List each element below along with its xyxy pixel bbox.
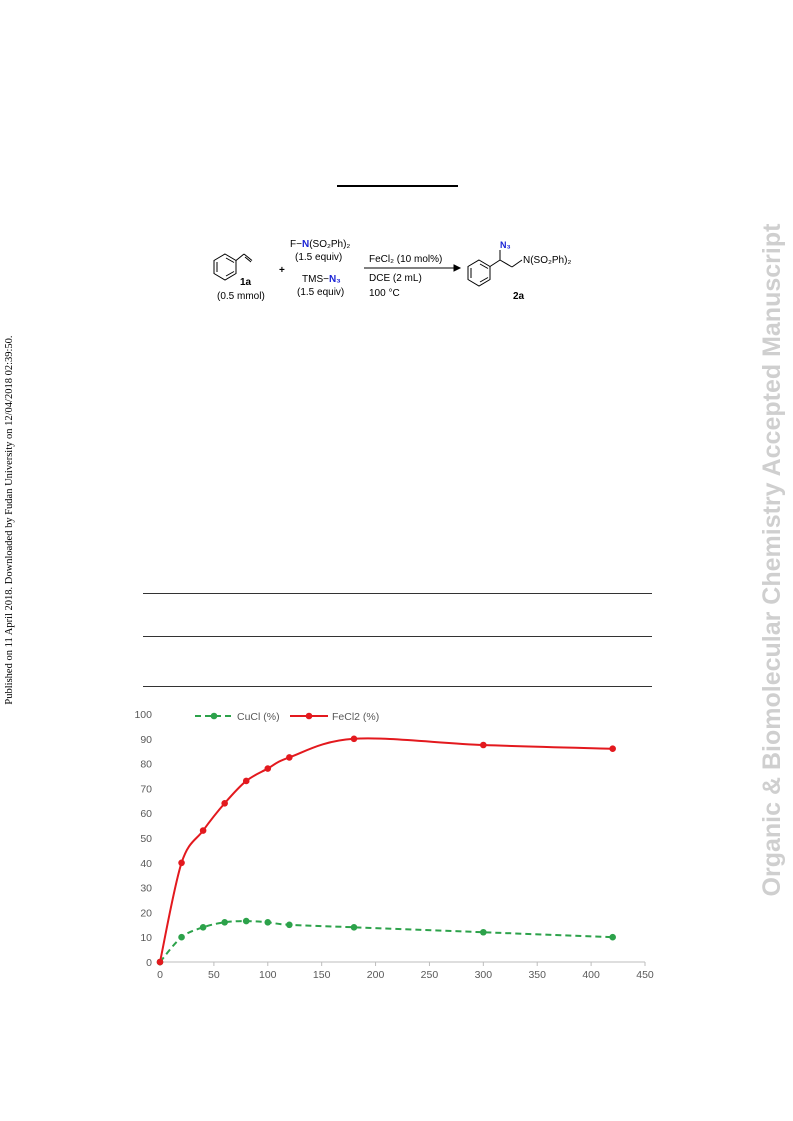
data-point bbox=[242, 917, 250, 925]
y-tick-label: 100 bbox=[134, 709, 152, 721]
y-tick-label: 40 bbox=[140, 858, 152, 870]
substrate-label: 1a bbox=[240, 277, 252, 288]
data-point bbox=[264, 765, 272, 772]
x-tick-label: 0 bbox=[157, 969, 163, 981]
reagent1-formula: F−N(SO₂Ph)₂ bbox=[290, 239, 351, 250]
x-tick-label: 450 bbox=[636, 969, 654, 981]
product-label: 2a bbox=[513, 291, 525, 302]
yield-time-chart: 0 50 100 150 200 250 300 350 400 450 0 10 20 30 40 50 60… bbox=[130, 700, 660, 990]
reagent1-equiv: (1.5 equiv) bbox=[295, 252, 343, 263]
table-rule-middle bbox=[143, 636, 652, 637]
publication-note: Published on 11 April 2018. Downloaded b… bbox=[4, 320, 16, 720]
x-tick-label: 350 bbox=[528, 969, 546, 981]
legend-label: CuCl (%) bbox=[237, 711, 280, 723]
reaction-arrow bbox=[364, 264, 462, 272]
catalyst-label: FeCl₂ (10 mol%) bbox=[369, 254, 443, 265]
solvent-label: DCE (2 mL) bbox=[369, 273, 422, 284]
y-tick-label: 20 bbox=[140, 907, 152, 919]
x-tick-label: 250 bbox=[421, 969, 439, 981]
y-tick-label: 60 bbox=[140, 808, 152, 820]
publication-note-text: Published on 11 April 2018. Downloaded b… bbox=[4, 335, 15, 705]
y-tick-label: 30 bbox=[140, 883, 152, 895]
data-point bbox=[350, 735, 358, 743]
x-tick-label: 50 bbox=[208, 969, 220, 981]
y-tick-label: 90 bbox=[140, 734, 152, 746]
data-point bbox=[264, 919, 272, 926]
data-point bbox=[609, 745, 616, 753]
product-amine-label: N(SO₂Ph)₂ bbox=[523, 255, 572, 266]
product-azide-label: N₃ bbox=[500, 240, 511, 250]
data-point bbox=[480, 741, 487, 749]
watermark-text: Organic & Biomolecular Chemistry Accepte… bbox=[758, 223, 786, 897]
substrate-amount: (0.5 mmol) bbox=[217, 291, 265, 302]
y-tick-label: 10 bbox=[140, 932, 152, 944]
data-point bbox=[221, 919, 228, 926]
data-point bbox=[178, 933, 185, 941]
data-point bbox=[286, 754, 293, 761]
data-point bbox=[199, 827, 207, 834]
data-point bbox=[609, 933, 616, 941]
reagent2-equiv: (1.5 equiv) bbox=[297, 287, 345, 298]
temperature-label: 100 °C bbox=[369, 288, 400, 299]
table-rule-bottom bbox=[143, 686, 652, 687]
scheme-structures bbox=[213, 250, 523, 287]
data-point bbox=[480, 928, 487, 936]
x-tick-label: 150 bbox=[313, 969, 331, 981]
data-point bbox=[221, 799, 228, 807]
legend-swatch-marker bbox=[210, 712, 218, 720]
plus-sign: + bbox=[279, 265, 285, 276]
product-structure bbox=[467, 250, 523, 287]
y-tick-label: 80 bbox=[140, 759, 152, 771]
data-point bbox=[350, 923, 358, 931]
legend-label: FeCl2 (%) bbox=[332, 711, 379, 723]
series-line-0 bbox=[159, 920, 613, 963]
chart-svg: 0 50 100 150 200 250 300 350 400 450 0 10 20 30 40 50 60… bbox=[134, 709, 654, 981]
data-point bbox=[178, 859, 185, 867]
data-point bbox=[199, 923, 207, 931]
data-point bbox=[242, 777, 250, 785]
title-rule bbox=[337, 185, 458, 187]
styrene-structure bbox=[213, 253, 253, 281]
y-tick-label: 0 bbox=[146, 957, 152, 969]
x-tick-label: 100 bbox=[259, 969, 277, 981]
accepted-manuscript-watermark: Organic & Biomolecular Chemistry Accepte… bbox=[758, 140, 786, 980]
data-point bbox=[156, 958, 164, 966]
y-tick-label: 70 bbox=[140, 783, 152, 795]
table-rule-top bbox=[143, 593, 652, 594]
x-tick-label: 300 bbox=[475, 969, 493, 981]
x-tick-label: 200 bbox=[367, 969, 385, 981]
data-point bbox=[286, 921, 293, 929]
x-tick-label: 400 bbox=[582, 969, 600, 981]
legend-swatch-marker bbox=[305, 712, 313, 720]
y-tick-label: 50 bbox=[140, 833, 152, 845]
reaction-scheme: F−N(SO₂Ph)₂ (1.5 equiv) + TMS−N₃ (1.5 eq… bbox=[200, 232, 600, 312]
reagent2-formula: TMS−N₃ bbox=[302, 274, 341, 285]
